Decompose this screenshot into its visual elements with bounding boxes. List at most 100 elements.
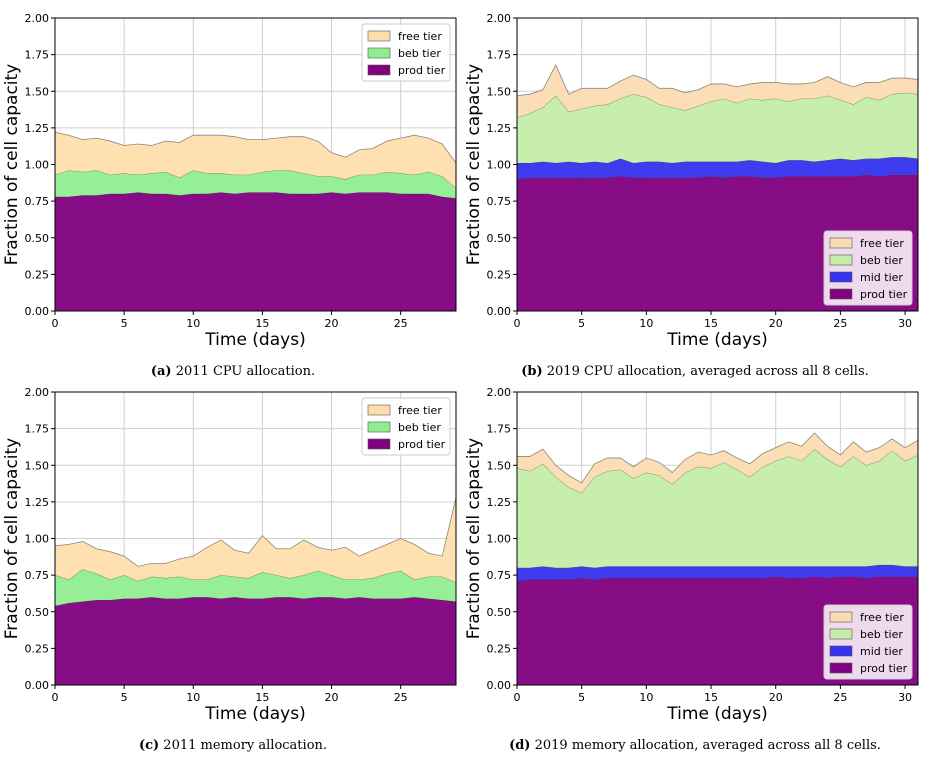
chart-b-xtick-label-4: 20: [769, 317, 783, 330]
chart-d-xtick-label-4: 20: [769, 691, 783, 704]
chart-c-area-beb-tier: [55, 569, 456, 606]
chart-b-ytick-label-0: 0.00: [487, 305, 512, 318]
chart-b-legend-label-2: mid tier: [860, 271, 903, 284]
chart-d-xtick-label-1: 5: [578, 691, 585, 704]
chart-b-xtick-label-2: 10: [639, 317, 653, 330]
chart-a-ylabel: Fraction of cell capacity: [2, 64, 22, 265]
chart-a-edge-free-tier: [54, 131, 457, 164]
chart-d-area-prod-tier: [517, 576, 918, 685]
chart-a-legend-swatch-1: [367, 47, 391, 59]
chart-d-ytick-label-4: 1.00: [487, 533, 512, 546]
chart-a-ytick-label-1: 0.25: [25, 268, 50, 281]
chart-d-ylabel: Fraction of cell capacity: [464, 438, 484, 639]
chart-c-legend-label-0: free tier: [398, 404, 442, 417]
chart-b-legend-swatch-0: [829, 237, 853, 249]
chart-a-xtick-label-2: 10: [186, 317, 200, 330]
chart-b-xtick-label-5: 25: [833, 317, 847, 330]
caption-a: (a) 2011 CPU allocation.: [151, 364, 315, 379]
chart-a-xtick-label-1: 5: [121, 317, 128, 330]
caption-c-label: (c): [139, 738, 159, 753]
caption-d-text: 2019 memory allocation, averaged across …: [530, 738, 880, 753]
chart-b-xtick-label-1: 5: [578, 317, 585, 330]
chart-d-xtick-label-2: 10: [639, 691, 653, 704]
chart-b-ytick-label-4: 1.00: [487, 159, 512, 172]
chart-panel-c: 0.00 0.25 0.50 0.75 1.00 1.25 1.50 1.75 2.00 0 5 10…: [2, 386, 457, 724]
chart-b-ytick-label-6: 1.50: [487, 85, 512, 98]
caption-a-text: 2011 CPU allocation.: [172, 364, 316, 379]
chart-b-area-mid-tier: [517, 157, 918, 180]
chart-c-xtick-label-1: 5: [121, 691, 128, 704]
chart-d-ytick-label-3: 0.75: [487, 569, 512, 582]
chart-c-ytick-label-4: 1.00: [25, 533, 50, 546]
chart-b-ytick-label-8: 2.00: [487, 12, 512, 25]
chart-c-legend-label-1: beb tier: [398, 421, 441, 434]
chart-a-legend-label-2: prod tier: [398, 64, 446, 77]
chart-d-xlabel: Time (days): [666, 704, 767, 724]
chart-b-xtick-label-6: 30: [898, 317, 912, 330]
chart-d-ytick-label-8: 2.00: [487, 386, 512, 399]
chart-d-legend-label-3: prod tier: [860, 662, 908, 675]
chart-b-edge-free-tier: [516, 63, 919, 97]
chart-b-legend-swatch-2: [829, 271, 853, 283]
chart-d-xtick-label-5: 25: [833, 691, 847, 704]
chart-c-xtick-label-5: 25: [394, 691, 408, 704]
chart-b-legend-label-0: free tier: [860, 237, 904, 250]
chart-b-ytick-label-1: 0.25: [487, 268, 512, 281]
chart-c-ytick-label-0: 0.00: [25, 679, 50, 692]
chart-b-legend-label-3: prod tier: [860, 288, 908, 301]
chart-a-ytick-label-5: 1.25: [25, 122, 50, 135]
chart-c-xlabel: Time (days): [204, 704, 305, 724]
chart-a-xtick-label-4: 20: [325, 317, 339, 330]
chart-d-legend-label-2: mid tier: [860, 645, 903, 658]
chart-panel-b: 0.00 0.25 0.50 0.75 1.00 1.25 1.50 1.75 2.00 0 5 10…: [464, 12, 919, 350]
caption-d-label: (d): [509, 738, 530, 753]
chart-panel-a: 0.00 0.25 0.50 0.75 1.00 1.25 1.50 1.75 2.00 0 5 10…: [2, 12, 457, 350]
chart-c-legend-swatch-1: [367, 421, 391, 433]
chart-a-xtick-label-5: 25: [394, 317, 408, 330]
chart-a-legend-label-1: beb tier: [398, 47, 441, 60]
caption-c: (c) 2011 memory allocation.: [139, 738, 327, 753]
caption-c-text: 2011 memory allocation.: [159, 738, 327, 753]
chart-b-area-free-tier: [517, 64, 918, 118]
chart-d-ytick-label-5: 1.25: [487, 496, 512, 509]
chart-d-legend-swatch-0: [829, 611, 853, 623]
chart-a-legend-swatch-0: [367, 30, 391, 42]
chart-b-area-beb-tier: [517, 92, 918, 164]
chart-d-legend-swatch-2: [829, 645, 853, 657]
chart-c-area-free-tier: [55, 497, 456, 583]
chart-c-legend-swatch-2: [367, 438, 391, 450]
chart-c-edge-free-tier: [54, 497, 457, 567]
chart-d-legend-label-1: beb tier: [860, 628, 903, 641]
chart-a-area-beb-tier: [55, 170, 456, 199]
chart-d-area-mid-tier: [517, 564, 918, 581]
chart-d-area-free-tier: [517, 433, 918, 494]
chart-c-xtick-label-3: 15: [255, 691, 269, 704]
chart-b-legend-label-1: beb tier: [860, 254, 903, 267]
chart-a-legend-swatch-2: [367, 64, 391, 76]
chart-a-area-prod-tier: [55, 192, 456, 311]
chart-b-ylabel: Fraction of cell capacity: [464, 64, 484, 265]
chart-b-legend-swatch-1: [829, 254, 853, 266]
chart-c-xtick-label-0: 0: [52, 691, 59, 704]
chart-c-ytick-label-3: 0.75: [25, 569, 50, 582]
chart-a-ytick-label-6: 1.50: [25, 85, 50, 98]
chart-d-ytick-label-7: 1.75: [487, 423, 512, 436]
chart-b-xtick-label-0: 0: [514, 317, 521, 330]
caption-b: (b) 2019 CPU allocation, averaged across…: [521, 364, 869, 379]
chart-c-xtick-label-4: 20: [325, 691, 339, 704]
chart-c-ytick-label-7: 1.75: [25, 423, 50, 436]
chart-d-legend-label-0: free tier: [860, 611, 904, 624]
chart-d-area-beb-tier: [517, 449, 918, 568]
chart-b-ytick-label-3: 0.75: [487, 195, 512, 208]
chart-b-ytick-label-2: 0.50: [487, 232, 512, 245]
caption-d: (d) 2019 memory allocation, averaged acr…: [509, 738, 881, 753]
caption-b-label: (b): [521, 364, 542, 379]
chart-a-xtick-label-3: 15: [255, 317, 269, 330]
chart-c-ytick-label-2: 0.50: [25, 606, 50, 619]
chart-c-legend-swatch-0: [367, 404, 391, 416]
chart-d-ytick-label-0: 0.00: [487, 679, 512, 692]
caption-a-label: (a): [151, 364, 172, 379]
chart-c-ytick-label-1: 0.25: [25, 642, 50, 655]
chart-c-ytick-label-6: 1.50: [25, 459, 50, 472]
